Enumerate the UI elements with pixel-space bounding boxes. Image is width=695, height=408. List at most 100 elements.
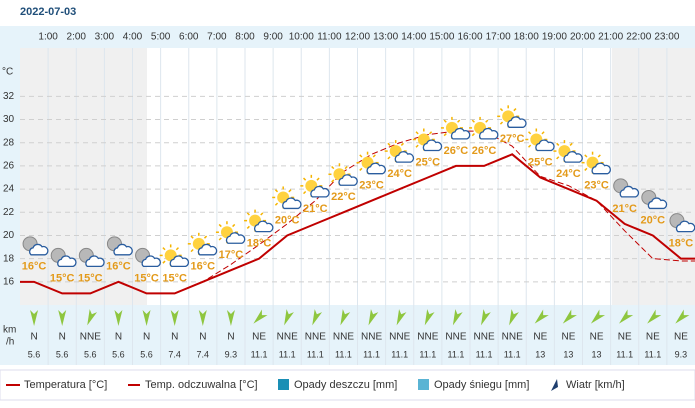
cloud (254, 220, 274, 233)
sun-ray (303, 177, 307, 181)
hour-label: 10:00 (289, 32, 314, 43)
hour-label: 6:00 (179, 32, 199, 43)
sun-ray (556, 142, 560, 146)
wind-speed: 13 (563, 349, 573, 359)
hour-label: 5:00 (151, 32, 171, 43)
hour-label: 15:00 (429, 32, 454, 43)
wind-arrow (619, 309, 634, 324)
sun-ray (528, 131, 532, 135)
wind-speed: 11.1 (251, 349, 268, 359)
legend-band (0, 369, 695, 401)
sun-ray (415, 131, 419, 135)
sun-ray (218, 237, 222, 241)
cloud (85, 255, 105, 268)
cloud (225, 232, 246, 244)
temp-label: 26°C (472, 145, 497, 157)
wind-speed: 11.1 (419, 349, 436, 359)
sun-ray (597, 154, 601, 158)
wind-speed: 13 (592, 349, 602, 359)
weather-icon (300, 174, 330, 198)
wind-direction: NE (252, 332, 266, 343)
wind-direction: N (199, 332, 206, 343)
sun-ray (260, 212, 264, 216)
temp-label: 23°C (359, 180, 384, 192)
sun-ray (246, 225, 250, 229)
wind-speed: 11.1 (448, 349, 465, 359)
sun-ray (162, 260, 166, 264)
wind-arrow (87, 309, 98, 326)
temp-label: 16°C (106, 261, 131, 273)
sun-ray (359, 154, 363, 158)
hour-label: 8:00 (235, 32, 255, 43)
sun-ray (316, 177, 320, 181)
sun-ray (190, 248, 194, 253)
sun-ray (471, 119, 475, 123)
weather-icon (412, 128, 443, 152)
sun-ray (344, 165, 348, 170)
weather-icon (328, 163, 358, 186)
weather-icon (187, 232, 218, 256)
wind-direction: NE (590, 332, 604, 343)
wind-direction: N (30, 332, 37, 343)
wind-direction: NNE (333, 332, 354, 343)
wind-speed: 5.6 (112, 349, 125, 359)
weather-icon (159, 244, 190, 268)
wind-direction: NNE (502, 332, 523, 343)
legend-label: Temperatura [°C] (24, 379, 107, 391)
wind-direction: NNE (417, 332, 438, 343)
wind-speed: 11.1 (504, 349, 521, 359)
wind-direction: NNE (361, 332, 382, 343)
sun-ray (190, 235, 194, 239)
wind-direction: NE (561, 332, 575, 343)
wind-direction: N (115, 332, 122, 343)
wind-speed: 7.4 (168, 349, 181, 359)
sun-ray (246, 212, 250, 216)
legend-swatch (278, 379, 289, 390)
temp-label: 16°C (22, 261, 47, 273)
wind-direction: NNE (305, 332, 326, 343)
weather-icon (641, 189, 668, 210)
wind-arrow (534, 309, 549, 324)
hour-label: 2:00 (67, 32, 87, 43)
y-tick-label: 20 (3, 230, 15, 241)
night-shade (612, 48, 695, 305)
sun-ray (387, 142, 391, 146)
sun-ray (457, 119, 461, 123)
cloud (479, 127, 499, 140)
hour-label: 16:00 (457, 32, 482, 43)
weather-icon (22, 236, 49, 256)
wind-speed: 5.6 (56, 349, 69, 359)
wind-direction: N (143, 332, 150, 343)
temp-label: 26°C (444, 145, 469, 157)
temp-label: 22°C (331, 191, 356, 203)
cloud (563, 151, 583, 163)
wind-arrow (647, 309, 662, 324)
cloud (113, 243, 133, 256)
wind-direction: NNE (277, 332, 298, 343)
sun-ray (175, 247, 179, 251)
weather-icon (553, 140, 583, 163)
wind-direction: NE (618, 332, 632, 343)
weather-icon (440, 116, 471, 140)
sun-ray (513, 108, 517, 112)
hour-label: 7:00 (207, 32, 227, 43)
cloud (169, 255, 190, 268)
temp-label: 21°C (612, 203, 637, 215)
sun-ray (162, 247, 166, 251)
hour-label: 22:00 (626, 32, 651, 43)
sun-ray (499, 121, 504, 125)
hour-label: 21:00 (598, 32, 623, 43)
sun-ray (428, 131, 433, 135)
sun-ray (359, 167, 363, 171)
cloud (366, 162, 386, 175)
wind-direction: NNE (389, 332, 410, 343)
cloud (507, 116, 527, 128)
y-tick-label: 30 (3, 114, 15, 125)
temp-label: 15°C (162, 272, 187, 284)
cloud (310, 185, 330, 198)
sun-ray (218, 223, 222, 228)
y-tick-label: 28 (3, 137, 15, 148)
wind-direction: NNE (80, 332, 101, 343)
wind-speed: 9.3 (675, 349, 688, 359)
hour-label: 1:00 (38, 32, 58, 43)
